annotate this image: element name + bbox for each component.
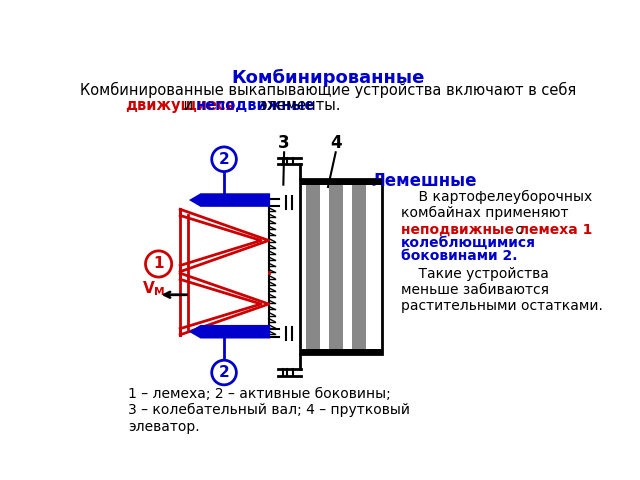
Text: элементы.: элементы. [255, 97, 340, 113]
Text: В картофелеуборочных
комбайнах применяют: В картофелеуборочных комбайнах применяют [401, 190, 593, 220]
Text: 2: 2 [219, 152, 229, 167]
Text: движущиеся: движущиеся [125, 97, 236, 113]
Bar [329, 181, 342, 352]
Text: неподвижные: неподвижные [196, 97, 315, 113]
Circle shape [212, 360, 236, 385]
Circle shape [212, 147, 236, 171]
Text: боковинами 2.: боковинами 2. [401, 249, 518, 264]
Bar [352, 181, 365, 352]
Text: Такие устройства
меньше забиваются
растительными остатками.: Такие устройства меньше забиваются расти… [401, 267, 603, 313]
Bar [306, 181, 319, 352]
Bar [300, 348, 382, 354]
Circle shape [145, 251, 172, 277]
Text: Комбинированные: Комбинированные [231, 68, 425, 86]
Text: 1 – лемеха; 2 – активные боковины;
3 – колебательный вал; 4 – прутковый
элеватор: 1 – лемеха; 2 – активные боковины; 3 – к… [128, 387, 410, 433]
Polygon shape [192, 195, 269, 205]
Text: Лемешные: Лемешные [371, 171, 477, 190]
Text: неподвижные лемеха 1: неподвижные лемеха 1 [401, 223, 593, 237]
Text: с: с [511, 223, 524, 237]
Bar [300, 179, 382, 185]
Text: и: и [179, 97, 198, 113]
Text: колеблющимися: колеблющимися [401, 236, 536, 250]
Text: 1: 1 [154, 256, 164, 272]
Text: $\mathbf{V}_\mathbf{M}$: $\mathbf{V}_\mathbf{M}$ [141, 279, 165, 298]
Polygon shape [192, 326, 269, 337]
Text: 3: 3 [278, 133, 290, 152]
Text: Комбинированные выкапывающие устройства включают в себя: Комбинированные выкапывающие устройства … [80, 82, 576, 98]
Bar [300, 179, 382, 354]
Text: 2: 2 [219, 365, 229, 380]
Text: 4: 4 [330, 133, 342, 152]
